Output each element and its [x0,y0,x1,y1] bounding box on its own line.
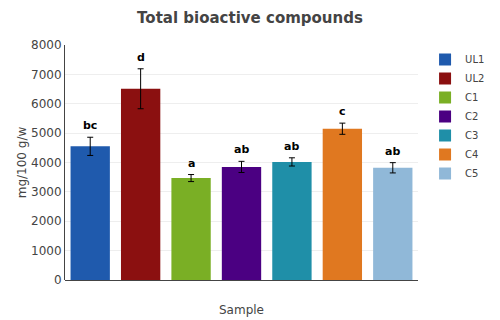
svg-text:C5: C5 [465,168,478,179]
svg-text:C3: C3 [465,130,478,141]
svg-text:C4: C4 [465,149,478,160]
svg-text:7000: 7000 [31,68,62,82]
svg-text:a: a [188,157,195,170]
svg-text:2000: 2000 [31,214,62,228]
svg-text:5000: 5000 [31,126,62,140]
svg-text:8000: 8000 [31,38,62,52]
svg-text:ab: ab [385,145,400,158]
svg-text:C1: C1 [465,92,478,103]
svg-text:UL2: UL2 [465,73,484,84]
svg-text:bc: bc [83,119,97,132]
svg-text:6000: 6000 [31,97,62,111]
svg-text:0: 0 [54,273,62,287]
svg-text:Total bioactive compounds: Total bioactive compounds [137,9,363,27]
svg-text:d: d [137,51,145,64]
svg-text:c: c [339,105,346,118]
svg-text:Sample: Sample [219,303,264,317]
svg-text:mg/100 g/w: mg/100 g/w [15,127,29,199]
svg-text:4000: 4000 [31,156,62,170]
svg-text:ab: ab [284,140,299,153]
svg-text:UL1: UL1 [465,54,484,65]
svg-text:ab: ab [234,143,249,156]
svg-text:C2: C2 [465,111,478,122]
svg-text:1000: 1000 [31,244,62,258]
svg-text:3000: 3000 [31,185,62,199]
